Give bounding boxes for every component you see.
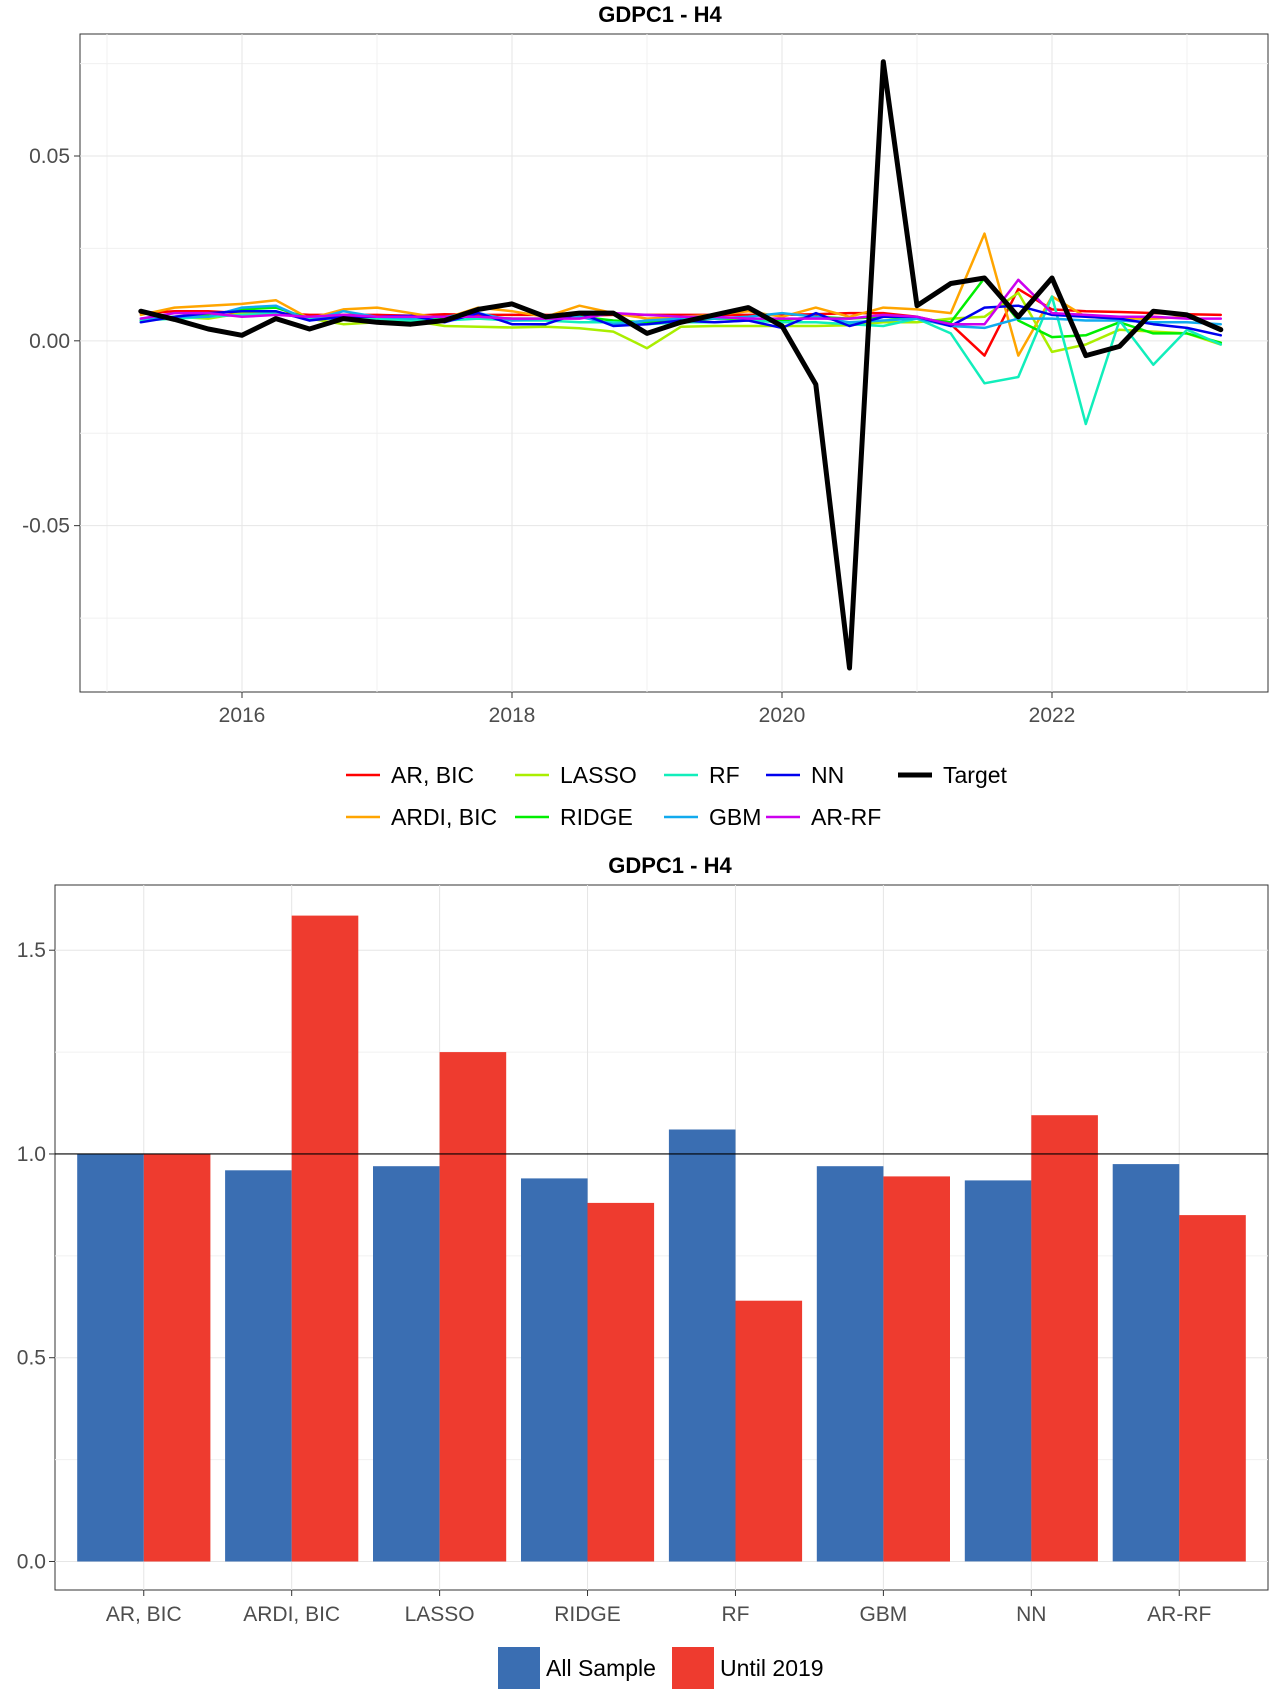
legend-label: All Sample xyxy=(546,1655,656,1681)
x-tick-label: RF xyxy=(721,1603,749,1626)
bar-until-2019 xyxy=(291,915,359,1562)
legend-key xyxy=(672,1647,714,1689)
x-tick-label: 2022 xyxy=(1029,704,1076,727)
legend-label: AR-RF xyxy=(811,804,881,830)
line-chart-y-axis: -0.05 0.00 0.05 xyxy=(22,145,80,538)
bar-all-sample xyxy=(77,1154,144,1562)
series-line-ar-rf xyxy=(139,278,1223,326)
series-line-target xyxy=(138,59,1224,671)
y-tick-label: 0.05 xyxy=(29,145,70,168)
bar-until-2019 xyxy=(143,1154,211,1562)
legend-label: RIDGE xyxy=(560,804,633,830)
bar-chart-y-axis: 0.0 0.5 1.0 1.5 xyxy=(17,939,55,1573)
x-tick-label: 2018 xyxy=(489,704,536,727)
bar-chart: GDPC1 - H4 AR, BIC ARDI, BIC LASSO RIDGE RF G… xyxy=(17,853,1269,1689)
legend-label: NN xyxy=(811,762,844,788)
line-chart-series xyxy=(138,59,1224,671)
legend-label: LASSO xyxy=(560,762,637,788)
x-tick-label: LASSO xyxy=(405,1603,475,1626)
bar-all-sample xyxy=(225,1170,292,1562)
x-tick-label: 2020 xyxy=(759,704,806,727)
y-tick-label: 1.5 xyxy=(17,939,46,962)
bar-chart-x-axis: AR, BIC ARDI, BIC LASSO RIDGE RF GBM NN AR-RF xyxy=(106,1590,1211,1626)
x-tick-label: 2016 xyxy=(219,704,266,727)
bar-all-sample xyxy=(373,1166,440,1562)
x-tick-label: RIDGE xyxy=(554,1603,621,1626)
y-tick-label: 0.5 xyxy=(17,1347,46,1370)
bar-until-2019 xyxy=(883,1176,950,1562)
line-chart-grid xyxy=(80,34,1268,692)
y-tick-label: 0.00 xyxy=(29,330,70,353)
y-tick-label: -0.05 xyxy=(22,515,70,538)
legend-label: ARDI, BIC xyxy=(391,804,497,830)
x-tick-label: ARDI, BIC xyxy=(243,1603,340,1626)
y-tick-label: 1.0 xyxy=(17,1143,46,1166)
x-tick-label: GBM xyxy=(859,1603,907,1626)
legend-label: Until 2019 xyxy=(720,1655,824,1681)
bar-chart-title: GDPC1 - H4 xyxy=(608,853,732,878)
bar-all-sample xyxy=(816,1166,884,1562)
bar-all-sample xyxy=(1112,1164,1180,1562)
line-chart-x-axis: 2016 2018 2020 2022 xyxy=(219,692,1076,727)
y-tick-label: 0.0 xyxy=(17,1550,46,1573)
x-tick-label: AR-RF xyxy=(1147,1603,1211,1626)
legend-label: Target xyxy=(943,762,1008,788)
line-chart-title: GDPC1 - H4 xyxy=(598,2,722,27)
legend-label: AR, BIC xyxy=(391,762,474,788)
x-tick-label: AR, BIC xyxy=(106,1603,182,1626)
bar-all-sample xyxy=(668,1129,736,1562)
bar-until-2019 xyxy=(735,1300,803,1562)
bar-chart-bars xyxy=(77,915,1246,1562)
bar-until-2019 xyxy=(439,1052,507,1562)
bar-until-2019 xyxy=(1179,1215,1246,1562)
line-chart-panel xyxy=(79,33,1269,693)
bar-until-2019 xyxy=(587,1202,655,1562)
legend-key xyxy=(498,1647,540,1689)
line-chart-legend: AR, BIC ARDI, BIC LASSO RIDGE RF GBM NN AR-RF Ta… xyxy=(346,762,1008,830)
bar-until-2019 xyxy=(1031,1115,1098,1562)
x-tick-label: NN xyxy=(1016,1603,1046,1626)
legend-label: GBM xyxy=(709,804,761,830)
bar-chart-legend: All Sample Until 2019 xyxy=(498,1647,824,1689)
bar-all-sample xyxy=(964,1180,1032,1562)
legend-label: RF xyxy=(709,762,740,788)
line-chart: GDPC1 - H4 2016 2018 2020 2022 -0.05 0.00 0.0… xyxy=(22,2,1269,830)
bar-all-sample xyxy=(521,1178,588,1562)
